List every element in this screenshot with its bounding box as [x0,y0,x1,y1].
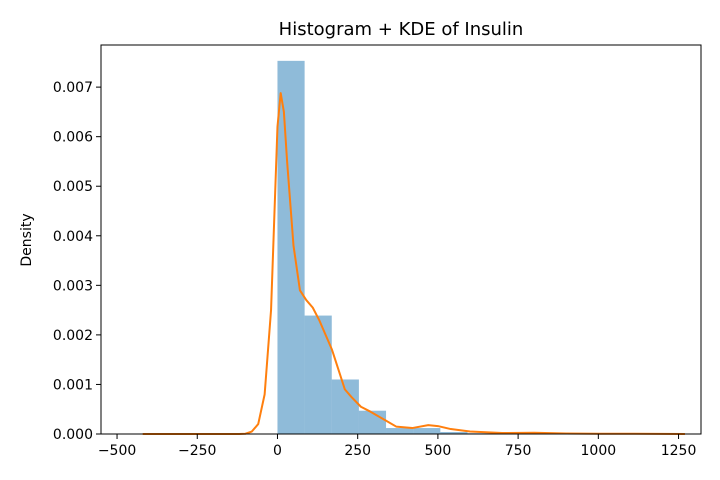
histogram-bar [386,428,414,434]
x-tick-label: 250 [344,443,371,459]
histogram-bar [440,432,468,434]
axes-frame [100,44,702,435]
y-tick-label: 0.002 [53,328,93,344]
histogram-bar [358,410,387,434]
histogram-bar [277,60,305,434]
x-tick-label: 1000 [581,443,617,459]
y-tick-label: 0.000 [53,427,93,443]
plot-area [142,60,685,435]
chart-title: Histogram + KDE of Insulin [279,19,524,40]
y-tick-label: 0.003 [53,278,93,294]
y-axis-label: Density [19,213,35,266]
x-tick-label: 0 [273,443,282,459]
histogram-bar [413,428,441,434]
x-tick-label: 500 [425,443,452,459]
y-axis: 0.000 0.001 0.002 0.003 0.004 0.005 0.006 0.007 [53,80,101,443]
y-tick-label: 0.005 [53,179,93,195]
y-tick-label: 0.004 [53,229,93,245]
x-tick-label: 750 [505,443,532,459]
kde-line [142,92,685,435]
histogram-bar [304,315,332,434]
x-axis: −500 −250 0 250 500 750 1000 1250 [98,434,697,459]
y-tick-label: 0.007 [53,80,93,96]
x-tick-label: −500 [98,443,136,459]
y-tick-label: 0.001 [53,377,93,393]
y-tick-label: 0.006 [53,130,93,146]
x-tick-label: 1250 [661,443,697,459]
x-tick-label: −250 [178,443,216,459]
